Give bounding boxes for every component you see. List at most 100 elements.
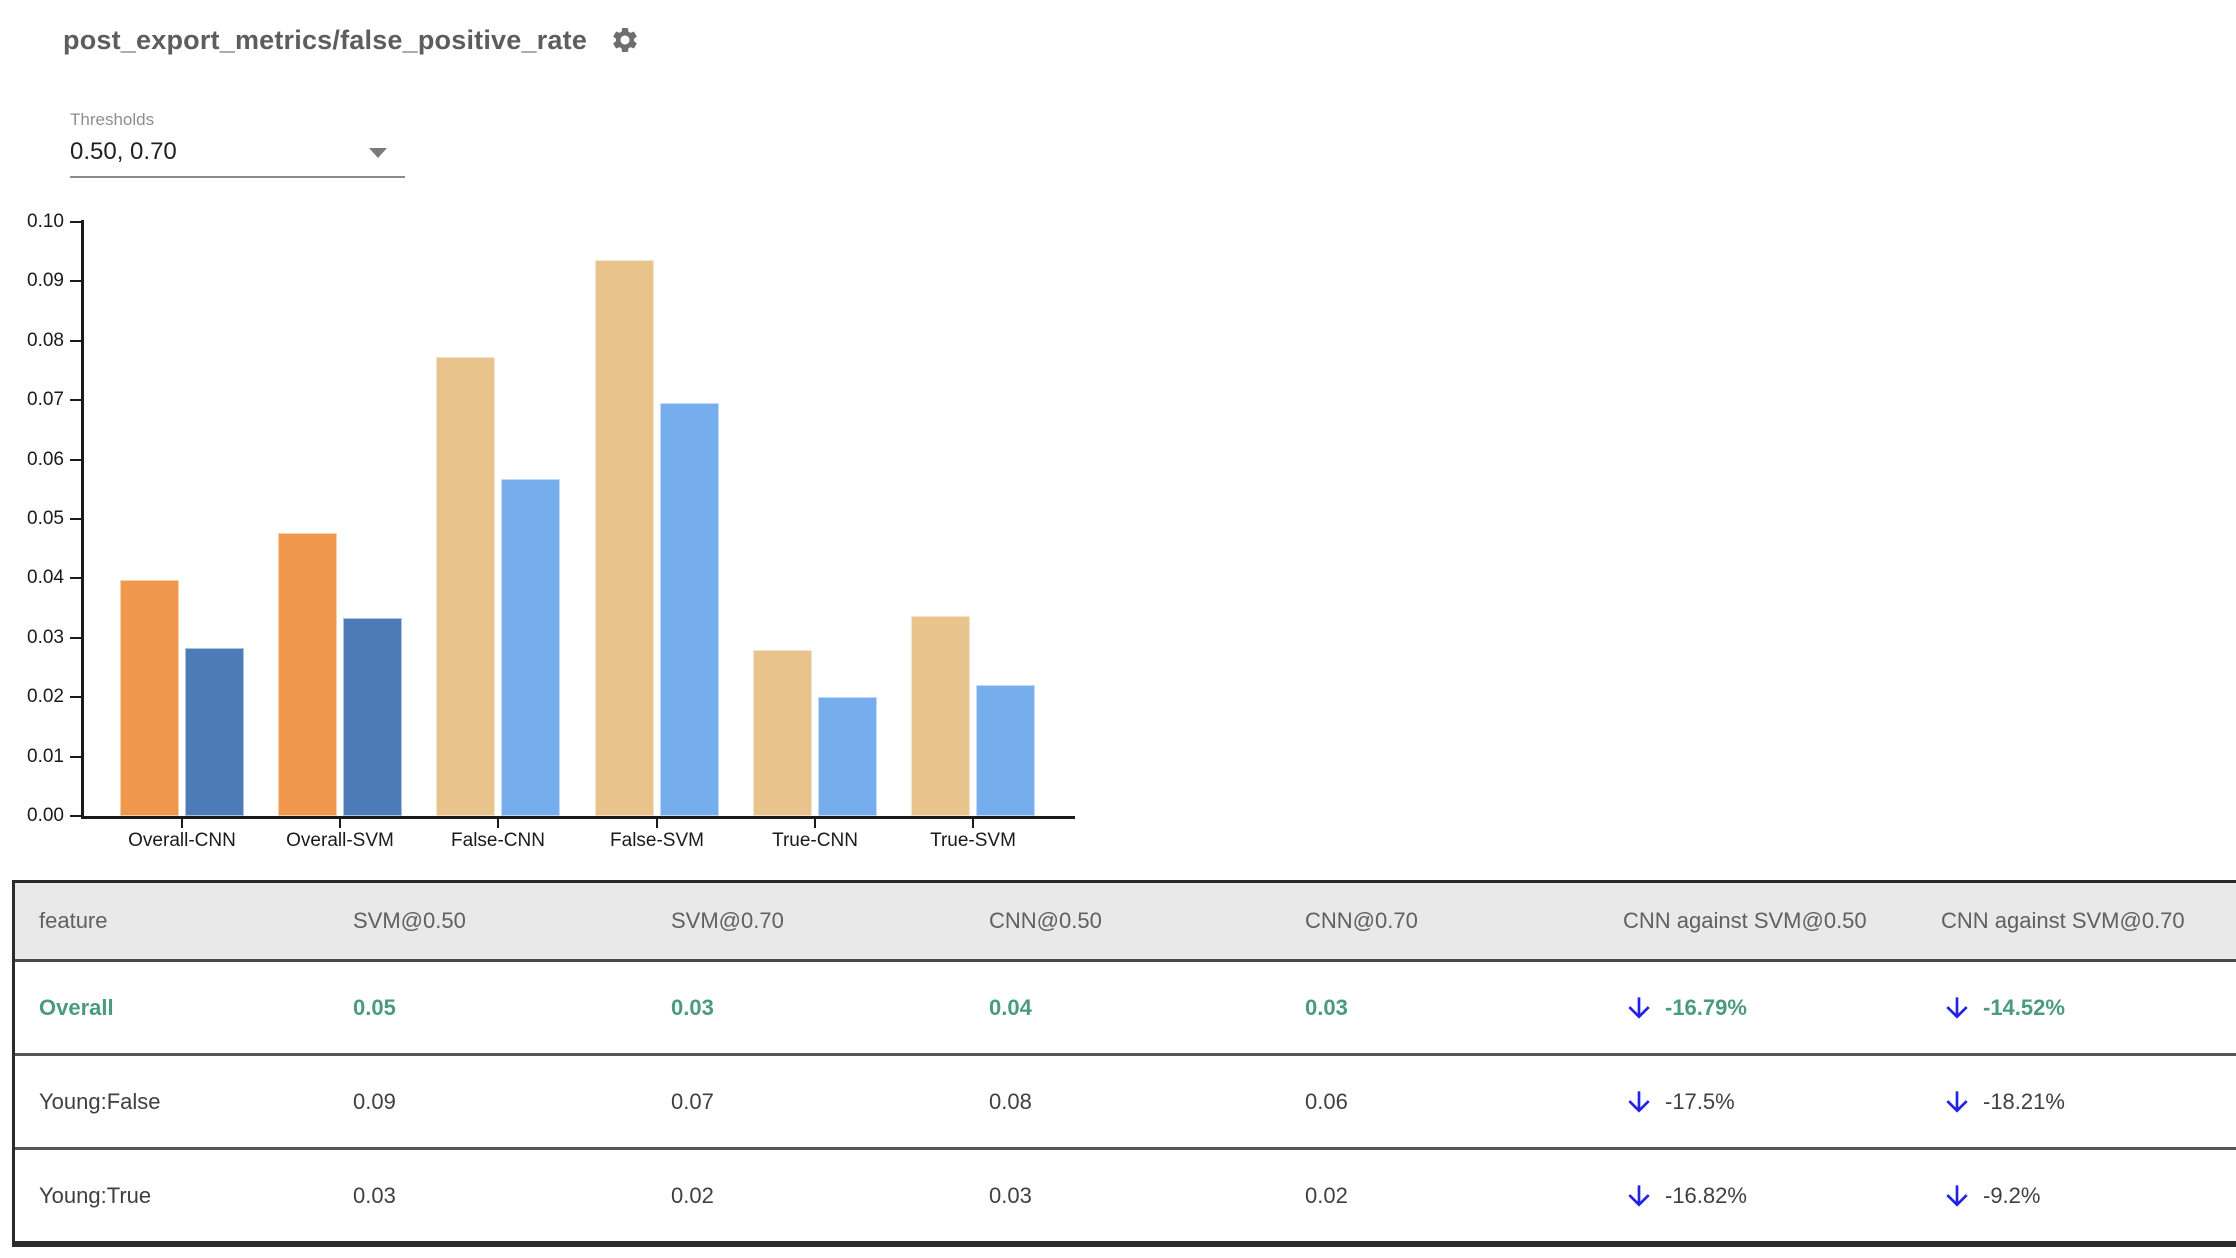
y-axis-tick bbox=[70, 399, 82, 402]
delta-cell: -18.21% bbox=[1917, 1086, 2236, 1118]
x-axis-label: False-CNN bbox=[451, 830, 545, 851]
widget-header: post_export_metrics/false_positive_rate bbox=[63, 24, 641, 56]
y-axis-tick-label: 0.00 bbox=[27, 805, 64, 826]
bar-overall-svm-threshold-0.50[interactable] bbox=[278, 533, 337, 816]
y-axis-tick-label: 0.05 bbox=[27, 508, 64, 529]
table-row: Young:False 0.09 0.07 0.08 0.06 -17.5% -… bbox=[15, 1056, 2236, 1150]
settings-button[interactable] bbox=[609, 24, 641, 56]
x-axis-label: True-CNN bbox=[772, 830, 858, 851]
metric-value: 0.03 bbox=[1305, 994, 1348, 1020]
x-axis-tick bbox=[339, 817, 341, 828]
x-axis-tick bbox=[972, 817, 974, 828]
delta-cell: -16.82% bbox=[1599, 1180, 1917, 1212]
delta-value: -18.21% bbox=[1983, 1088, 2065, 1114]
chevron-down-icon bbox=[369, 148, 387, 158]
metric-value: 0.06 bbox=[1305, 1088, 1348, 1114]
y-axis-tick bbox=[70, 280, 82, 283]
false-positive-rate-bar-chart: 0.00 0.01 0.02 0.03 0.04 0.05 0.06 0.07 0.08 0.09… bbox=[0, 200, 1120, 880]
delta-cell: -14.52% bbox=[1917, 992, 2236, 1024]
column-header-cnn-against-svm-050: CNN against SVM@0.50 bbox=[1623, 908, 1867, 933]
delta-value: -16.82% bbox=[1665, 1182, 1747, 1208]
arrow-down-icon bbox=[1623, 992, 1655, 1024]
bar-true-svm-threshold-0.70[interactable] bbox=[976, 685, 1035, 816]
y-axis-tick-label: 0.08 bbox=[27, 329, 64, 351]
thresholds-selected-value: 0.50, 0.70 bbox=[70, 138, 177, 165]
y-axis-tick-label: 0.01 bbox=[27, 745, 64, 767]
bar-overall-svm-threshold-0.70[interactable] bbox=[343, 618, 402, 816]
page-title: post_export_metrics/false_positive_rate bbox=[63, 24, 588, 55]
metric-value: 0.07 bbox=[671, 1088, 714, 1114]
thresholds-control: Thresholds 0.50, 0.70 bbox=[70, 110, 405, 178]
metric-value: 0.09 bbox=[353, 1088, 396, 1114]
bar-false-cnn-threshold-0.50[interactable] bbox=[436, 357, 495, 816]
column-header-feature: feature bbox=[39, 908, 108, 933]
x-axis-tick bbox=[814, 817, 816, 828]
metric-value: 0.08 bbox=[989, 1088, 1032, 1114]
metric-value: 0.03 bbox=[353, 1182, 396, 1208]
y-axis-tick bbox=[70, 577, 82, 580]
y-axis-tick bbox=[70, 636, 82, 639]
arrow-down-icon bbox=[1941, 1180, 1973, 1212]
metric-value: 0.02 bbox=[1305, 1182, 1348, 1208]
x-axis-tick bbox=[181, 817, 183, 828]
thresholds-label: Thresholds bbox=[70, 110, 155, 129]
x-axis-tick bbox=[497, 817, 499, 828]
y-axis-tick bbox=[70, 339, 82, 342]
y-axis-tick-label: 0.09 bbox=[27, 270, 64, 292]
column-header-svm-070: SVM@0.70 bbox=[671, 908, 784, 933]
delta-value: -9.2% bbox=[1983, 1182, 2041, 1208]
gear-icon bbox=[610, 25, 640, 55]
x-axis-label: Overall-CNN bbox=[128, 830, 236, 851]
delta-cell: -17.5% bbox=[1599, 1086, 1917, 1118]
x-axis-label: Overall-SVM bbox=[286, 830, 394, 851]
y-axis-tick bbox=[70, 221, 82, 223]
feature-name: Young:False bbox=[39, 1088, 161, 1114]
y-axis-tick-label: 0.04 bbox=[27, 567, 64, 589]
y-axis-tick bbox=[70, 815, 82, 817]
metric-value: 0.04 bbox=[989, 994, 1032, 1020]
delta-value: -14.52% bbox=[1983, 994, 2065, 1020]
column-header-cnn-against-svm-070: CNN against SVM@0.70 bbox=[1941, 908, 2185, 933]
x-axis-label: True-SVM bbox=[930, 830, 1016, 851]
y-axis-tick-label: 0.02 bbox=[27, 686, 64, 708]
thresholds-dropdown[interactable]: 0.50, 0.70 bbox=[70, 138, 405, 178]
arrow-down-icon bbox=[1941, 1086, 1973, 1118]
table-row: Young:True 0.03 0.02 0.03 0.02 -16.82% -… bbox=[15, 1150, 2236, 1244]
bar-false-cnn-threshold-0.70[interactable] bbox=[501, 479, 560, 816]
y-axis-tick bbox=[70, 696, 82, 699]
bar-false-svm-threshold-0.50[interactable] bbox=[595, 260, 654, 816]
arrow-down-icon bbox=[1623, 1180, 1655, 1212]
table-header-row: feature SVM@0.50 SVM@0.70 CNN@0.50 CNN@0… bbox=[15, 883, 2236, 962]
y-axis-tick bbox=[70, 755, 82, 758]
bar-true-svm-threshold-0.50[interactable] bbox=[911, 616, 970, 816]
bar-false-svm-threshold-0.70[interactable] bbox=[660, 403, 719, 816]
column-header-svm-050: SVM@0.50 bbox=[353, 908, 466, 933]
delta-cell: -9.2% bbox=[1917, 1180, 2236, 1212]
delta-value: -17.5% bbox=[1665, 1088, 1735, 1114]
x-axis-tick bbox=[656, 817, 658, 828]
column-header-cnn-070: CNN@0.70 bbox=[1305, 908, 1418, 933]
column-header-cnn-050: CNN@0.50 bbox=[989, 908, 1102, 933]
bar-true-cnn-threshold-0.70[interactable] bbox=[818, 697, 877, 816]
delta-cell: -16.79% bbox=[1599, 992, 1917, 1024]
metric-value: 0.05 bbox=[353, 994, 396, 1020]
y-axis-tick bbox=[70, 458, 82, 461]
metrics-table: feature SVM@0.50 SVM@0.70 CNN@0.50 CNN@0… bbox=[12, 880, 2236, 1247]
metric-value: 0.03 bbox=[989, 1182, 1032, 1208]
metric-value: 0.02 bbox=[671, 1182, 714, 1208]
bar-overall-cnn-threshold-0.50[interactable] bbox=[120, 580, 179, 816]
x-axis-label: False-SVM bbox=[610, 830, 704, 851]
y-axis-tick-label: 0.07 bbox=[27, 389, 64, 411]
y-axis-tick-label: 0.10 bbox=[27, 211, 64, 232]
bar-overall-cnn-threshold-0.70[interactable] bbox=[185, 648, 244, 816]
metric-value: 0.03 bbox=[671, 994, 714, 1020]
table-row: Overall 0.05 0.03 0.04 0.03 -16.79% -14.… bbox=[15, 962, 2236, 1056]
delta-value: -16.79% bbox=[1665, 994, 1747, 1020]
arrow-down-icon bbox=[1941, 992, 1973, 1024]
y-axis-tick-label: 0.03 bbox=[27, 626, 64, 648]
bar-true-cnn-threshold-0.50[interactable] bbox=[753, 650, 812, 816]
y-axis-tick bbox=[70, 518, 82, 520]
feature-name: Overall bbox=[39, 994, 114, 1020]
feature-name: Young:True bbox=[39, 1182, 152, 1208]
y-axis-tick-label: 0.06 bbox=[27, 448, 64, 470]
